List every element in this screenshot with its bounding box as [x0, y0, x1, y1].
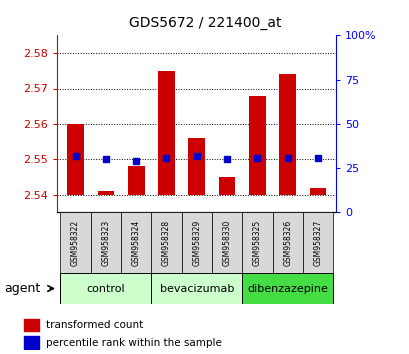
- Bar: [272, 212, 302, 273]
- Bar: [90, 212, 121, 273]
- Bar: [279, 74, 295, 195]
- Bar: [151, 273, 242, 304]
- Text: transformed count: transformed count: [46, 320, 143, 330]
- Text: percentile rank within the sample: percentile rank within the sample: [46, 338, 222, 348]
- Bar: [302, 212, 333, 273]
- Text: agent: agent: [4, 282, 40, 295]
- Bar: [242, 212, 272, 273]
- Bar: [128, 166, 144, 195]
- Text: GDS5672 / 221400_at: GDS5672 / 221400_at: [128, 16, 281, 30]
- Text: GSM958324: GSM958324: [131, 219, 140, 266]
- Bar: [60, 212, 90, 273]
- Bar: [60, 273, 151, 304]
- Bar: [151, 212, 181, 273]
- Text: dibenzazepine: dibenzazepine: [247, 284, 327, 293]
- Bar: [218, 177, 235, 195]
- Bar: [121, 212, 151, 273]
- Text: GSM958326: GSM958326: [283, 219, 292, 266]
- Bar: [249, 96, 265, 195]
- Text: GSM958330: GSM958330: [222, 219, 231, 266]
- Bar: [211, 212, 242, 273]
- Bar: [24, 319, 39, 331]
- Text: control: control: [86, 284, 125, 293]
- Bar: [67, 124, 84, 195]
- Bar: [97, 191, 114, 195]
- Text: GSM958327: GSM958327: [313, 219, 322, 266]
- Bar: [242, 273, 333, 304]
- Text: GSM958328: GSM958328: [162, 219, 171, 266]
- Text: GSM958323: GSM958323: [101, 219, 110, 266]
- Text: GSM958322: GSM958322: [71, 219, 80, 266]
- Bar: [24, 336, 39, 349]
- Text: GSM958325: GSM958325: [252, 219, 261, 266]
- Bar: [188, 138, 204, 195]
- Text: bevacizumab: bevacizumab: [159, 284, 234, 293]
- Text: GSM958329: GSM958329: [192, 219, 201, 266]
- Bar: [158, 71, 174, 195]
- Bar: [309, 188, 326, 195]
- Bar: [181, 212, 211, 273]
